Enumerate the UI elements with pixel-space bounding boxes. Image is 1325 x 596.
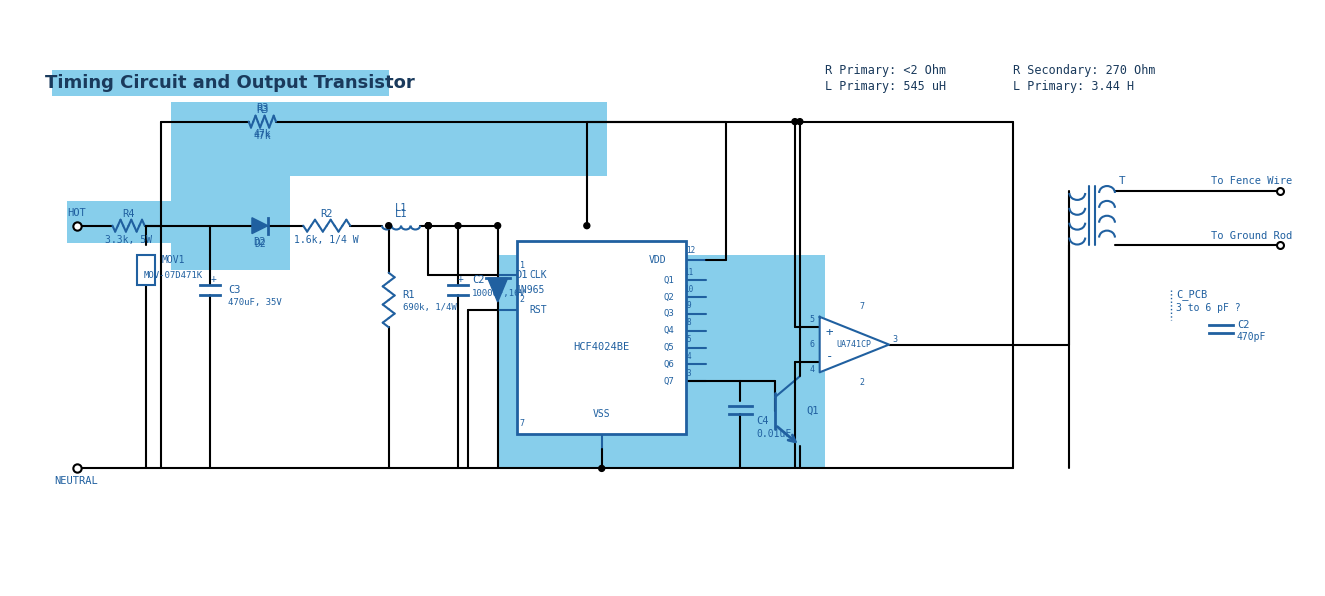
Text: 1.6k, 1/4 W: 1.6k, 1/4 W (294, 235, 359, 244)
Circle shape (584, 223, 590, 229)
Text: 1: 1 (519, 261, 525, 270)
Text: T: T (1118, 176, 1125, 186)
Text: 470pF: 470pF (1236, 331, 1267, 342)
FancyBboxPatch shape (498, 256, 824, 468)
Text: D2: D2 (254, 238, 266, 249)
Circle shape (599, 465, 604, 471)
Text: Q6: Q6 (664, 360, 674, 369)
Text: 12: 12 (686, 246, 696, 255)
Text: 5: 5 (810, 315, 815, 324)
Bar (136, 256, 155, 285)
Text: +: + (458, 274, 464, 284)
Text: Q2: Q2 (664, 293, 674, 302)
Text: 7: 7 (519, 420, 525, 429)
Text: 2: 2 (860, 378, 864, 387)
Text: To Ground Rod: To Ground Rod (1211, 231, 1292, 241)
Text: 3: 3 (892, 335, 897, 344)
Text: C3: C3 (228, 285, 241, 295)
Text: Q7: Q7 (664, 377, 674, 386)
Text: 1000uF,16V: 1000uF,16V (472, 288, 526, 297)
Text: -: - (825, 350, 833, 363)
Text: 10: 10 (684, 284, 693, 294)
Text: HOT: HOT (68, 208, 86, 218)
Text: L1: L1 (395, 203, 407, 213)
Text: 8: 8 (686, 318, 692, 327)
Circle shape (425, 223, 431, 229)
Text: Q4: Q4 (664, 326, 674, 335)
Text: R1: R1 (403, 290, 415, 300)
Text: Q1: Q1 (664, 276, 674, 285)
Text: 4: 4 (810, 365, 815, 374)
Circle shape (494, 223, 501, 229)
Text: 470uF, 35V: 470uF, 35V (228, 299, 282, 308)
FancyBboxPatch shape (66, 201, 265, 243)
Text: VSS: VSS (592, 409, 611, 419)
Polygon shape (820, 317, 889, 372)
Circle shape (425, 223, 431, 229)
Text: 47k: 47k (253, 131, 272, 141)
Text: 690k, 1/4W: 690k, 1/4W (403, 303, 456, 312)
Text: C4: C4 (757, 416, 768, 426)
Text: 9: 9 (686, 302, 692, 311)
Text: MOV-07D471K: MOV-07D471K (144, 271, 203, 280)
Text: L Primary: 3.44 H: L Primary: 3.44 H (1012, 80, 1134, 93)
Text: 5: 5 (686, 335, 692, 344)
Text: VDD: VDD (648, 255, 666, 265)
Text: UA741CP: UA741CP (837, 340, 872, 349)
Text: 2: 2 (519, 296, 525, 305)
Text: CLK: CLK (530, 270, 547, 280)
Text: 3: 3 (686, 369, 692, 378)
Text: Q1: Q1 (807, 406, 819, 416)
Circle shape (796, 119, 803, 125)
Circle shape (425, 223, 431, 229)
Text: L Primary: 545 uH: L Primary: 545 uH (824, 80, 946, 93)
Text: 6: 6 (810, 340, 815, 349)
Text: R Primary: <2 Ohm: R Primary: <2 Ohm (824, 64, 946, 77)
Text: 4: 4 (686, 352, 692, 361)
Text: 3 to 6 pF ?: 3 to 6 pF ? (1177, 303, 1242, 313)
Text: D2: D2 (253, 237, 266, 247)
Text: Q3: Q3 (664, 309, 674, 318)
Text: R Secondary: 270 Ohm: R Secondary: 270 Ohm (1012, 64, 1155, 77)
Text: NEUTRAL: NEUTRAL (54, 476, 98, 486)
Text: HCF4024BE: HCF4024BE (574, 342, 629, 352)
Text: +: + (825, 326, 833, 339)
FancyBboxPatch shape (518, 241, 686, 434)
Text: To Fence Wire: To Fence Wire (1211, 176, 1292, 186)
Text: RST: RST (530, 305, 547, 315)
Text: R2: R2 (321, 209, 333, 219)
Text: Q5: Q5 (664, 343, 674, 352)
Text: +: + (211, 274, 216, 284)
Text: C2: C2 (472, 275, 485, 285)
FancyBboxPatch shape (52, 70, 388, 96)
Text: 47k: 47k (253, 129, 272, 138)
Polygon shape (252, 218, 268, 234)
Circle shape (792, 119, 798, 125)
Text: R3: R3 (256, 103, 269, 113)
FancyBboxPatch shape (171, 102, 290, 270)
Text: 3.3k, 5W: 3.3k, 5W (105, 235, 152, 244)
Text: D1: D1 (515, 270, 527, 280)
Text: R3: R3 (256, 105, 269, 115)
Text: 0.01uF: 0.01uF (757, 429, 791, 439)
Text: 1N965: 1N965 (515, 285, 545, 295)
Text: C_PCB: C_PCB (1177, 290, 1207, 300)
Text: L1: L1 (395, 209, 407, 219)
Polygon shape (488, 278, 507, 302)
Text: Timing Circuit and Output Transistor: Timing Circuit and Output Transistor (45, 74, 415, 92)
Text: R4: R4 (122, 209, 135, 219)
FancyBboxPatch shape (171, 102, 607, 176)
Circle shape (386, 223, 392, 229)
Text: MOV1: MOV1 (162, 255, 186, 265)
Circle shape (454, 223, 461, 229)
Text: 7: 7 (860, 302, 864, 312)
Text: C2: C2 (1236, 319, 1249, 330)
Text: 11: 11 (684, 268, 693, 277)
